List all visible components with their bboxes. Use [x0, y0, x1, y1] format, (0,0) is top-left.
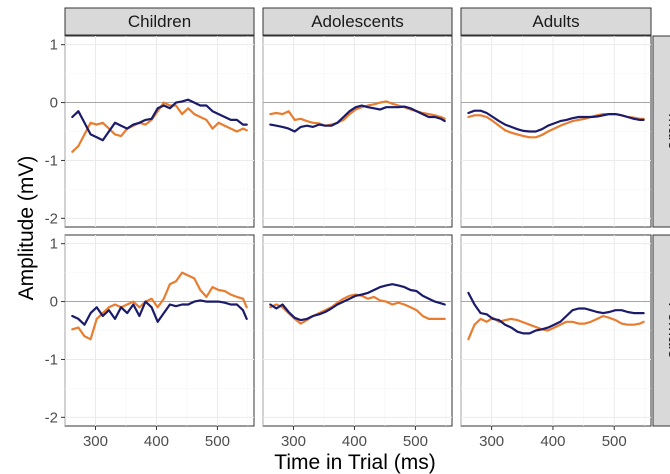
- facet-label-children: Children: [128, 12, 191, 31]
- axis-ticks: 1 0 -1 -2 1 0 -1 -2 300 400 500 300 400 500 300 400 500: [45, 37, 627, 450]
- x-tick-label: 400: [540, 433, 565, 450]
- panel-female-adolescents: [262, 234, 453, 427]
- panel-male-adolescents: [262, 35, 453, 228]
- y-tick-label: -2: [45, 409, 58, 426]
- facet-strips: Children Adolescents Adults Male Female: [64, 7, 670, 427]
- series-line-2: [467, 291, 645, 335]
- panel-female-children: [64, 234, 255, 427]
- x-tick-label: 500: [205, 433, 230, 450]
- series-line-2: [269, 283, 446, 322]
- facet-label-male: Male: [665, 113, 670, 150]
- facet-strip-female: [652, 234, 670, 427]
- facet-strip-male: [652, 35, 670, 228]
- facet-strip-adults: [460, 7, 652, 36]
- panels-layer: [64, 35, 652, 427]
- series-line-1: [467, 314, 645, 341]
- y-axis-title: Amplitude (mV): [15, 156, 38, 301]
- y-tick-label: -1: [45, 351, 58, 368]
- panel-male-adults: [460, 35, 652, 228]
- series-line-2: [71, 299, 248, 326]
- x-tick-label: 300: [479, 433, 504, 450]
- x-tick-label: 300: [281, 433, 306, 450]
- x-tick-label: 400: [144, 433, 169, 450]
- y-tick-label: 0: [50, 95, 58, 112]
- facet-strip-children: [64, 7, 255, 36]
- series-line-2: [467, 109, 645, 133]
- y-tick-label: -1: [45, 152, 58, 169]
- series-line-2: [269, 104, 446, 133]
- facet-strip-adolescents: [262, 7, 453, 36]
- facet-label-adults: Adults: [532, 12, 579, 31]
- facet-label-adolescents: Adolescents: [311, 12, 404, 31]
- y-tick-label: 0: [50, 294, 58, 311]
- x-tick-label: 400: [342, 433, 367, 450]
- panel-female-adults: [460, 234, 652, 427]
- y-tick-label: 1: [50, 37, 58, 54]
- x-tick-label: 500: [403, 433, 428, 450]
- x-tick-label: 500: [602, 433, 627, 450]
- panel-male-children: [64, 35, 255, 228]
- x-axis-title: Time in Trial (ms): [274, 451, 435, 474]
- y-tick-label: -2: [45, 210, 58, 227]
- x-tick-label: 300: [83, 433, 108, 450]
- series-line-2: [71, 98, 248, 142]
- facet-label-female: Female: [665, 302, 670, 359]
- y-tick-label: 1: [50, 236, 58, 253]
